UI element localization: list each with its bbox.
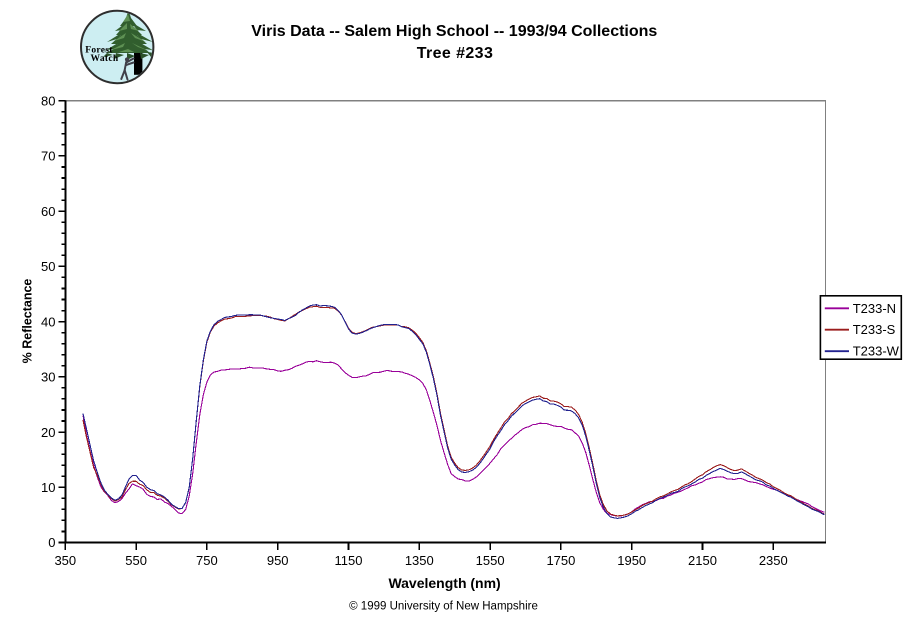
svg-text:% Reflectance: % Reflectance: [21, 279, 35, 364]
svg-text:20: 20: [41, 425, 55, 440]
svg-text:30: 30: [41, 370, 55, 385]
svg-text:10: 10: [41, 480, 55, 495]
svg-text:1350: 1350: [405, 553, 434, 568]
svg-text:1950: 1950: [617, 553, 646, 568]
svg-text:350: 350: [54, 553, 76, 568]
svg-text:Viris Data -- Salem High Schoo: Viris Data -- Salem High School -- 1993/…: [251, 23, 657, 40]
svg-text:Forest: Forest: [85, 45, 113, 55]
svg-text:1150: 1150: [335, 553, 363, 568]
svg-text:950: 950: [267, 553, 289, 568]
svg-text:Watch: Watch: [91, 54, 119, 64]
svg-text:2350: 2350: [759, 553, 788, 568]
svg-text:750: 750: [196, 553, 218, 568]
svg-text:© 1999 University of New Hamps: © 1999 University of New Hampshire: [349, 601, 538, 613]
svg-text:T233-S: T233-S: [853, 322, 896, 337]
svg-text:2150: 2150: [688, 553, 717, 568]
svg-text:550: 550: [125, 553, 147, 568]
svg-text:Wavelength (nm): Wavelength (nm): [388, 575, 500, 591]
svg-text:T233-W: T233-W: [853, 344, 900, 359]
svg-text:1750: 1750: [546, 553, 575, 568]
svg-text:1550: 1550: [476, 553, 505, 568]
svg-text:70: 70: [41, 149, 55, 164]
svg-text:T233-N: T233-N: [853, 301, 896, 316]
svg-text:Tree #233: Tree #233: [417, 45, 494, 62]
svg-text:80: 80: [41, 93, 55, 108]
svg-text:0: 0: [48, 535, 55, 550]
svg-text:40: 40: [41, 314, 55, 329]
svg-text:50: 50: [41, 259, 55, 274]
svg-text:60: 60: [41, 204, 55, 219]
